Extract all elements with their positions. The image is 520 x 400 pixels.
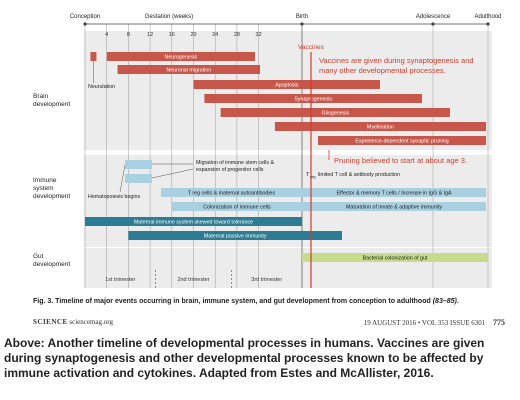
top-axis-dot — [486, 22, 490, 26]
neurulation-label: Neurulation — [88, 84, 115, 90]
week-tick-label: 4 — [105, 32, 108, 38]
hematopoiesis-label: Hematopoiesis begins — [88, 194, 140, 200]
t-reg-label: T — [306, 172, 310, 178]
migration-label: Migration of immune stem cells & — [196, 160, 274, 166]
trimester-label: 3rd trimester — [251, 277, 282, 283]
timeline-bar — [171, 202, 302, 211]
neurulation-bar — [90, 52, 97, 61]
figure-caption-end: . — [456, 298, 459, 305]
section-label-brain: Brain — [33, 93, 49, 100]
vaccines-note: Vaccines are given during synaptogenesis… — [319, 56, 474, 65]
timeline-bar — [160, 188, 302, 197]
top-axis-label: Conception — [70, 14, 100, 20]
footer-left: SCIENCE sciencemag.org — [33, 318, 113, 326]
bar-label: Bacterial colonization of gut — [363, 256, 428, 262]
journal-name: SCIENCE — [33, 318, 68, 326]
bar-label: Synaptogenesis — [294, 97, 332, 103]
page-number: 775 — [493, 318, 505, 327]
timeline-bar — [128, 231, 342, 240]
week-tick-label: 8 — [127, 32, 130, 38]
section-label-gut: Gut — [33, 253, 44, 260]
migration-leader-line — [151, 168, 194, 179]
top-axis-label: Adolescence — [416, 14, 451, 20]
journal-footer: SCIENCE sciencemag.org 19 AUGUST 2016 • … — [33, 318, 505, 330]
bar-label: Neuronal migration — [166, 68, 211, 74]
timeline-bar — [302, 253, 488, 262]
vaccines-note: many other developmental processes. — [319, 66, 446, 75]
timeline-bar — [117, 65, 260, 74]
figure-caption: Fig. 3. Timeline of major events occurri… — [33, 298, 513, 305]
pruning-note: Pruning believed to start at about age 3… — [334, 156, 467, 165]
week-tick-label: 24 — [212, 32, 218, 38]
timeline-bar — [302, 202, 486, 211]
figure: Conception Gestation (weeks) Birth Adolesce… — [33, 14, 513, 330]
issue-info: 19 AUGUST 2016 • VOL 353 ISSUE 6301 — [363, 319, 486, 327]
timeline-bar — [318, 136, 486, 145]
bar-label: Apoptosis — [275, 83, 299, 89]
top-axis-dot — [431, 22, 435, 26]
section-label-brain: development — [33, 101, 70, 108]
bar-label: Myelination — [367, 125, 394, 131]
top-axis-label: Gestation (weeks) — [145, 14, 193, 20]
top-axis-dot — [83, 22, 87, 26]
week-tick-label: 28 — [234, 32, 240, 38]
bar-label: Gliogenesis — [321, 111, 349, 117]
footer-right: 19 AUGUST 2016 • VOL 353 ISSUE 6301 775 — [364, 318, 505, 327]
timeline-bar — [125, 174, 152, 183]
timeline-bar — [106, 52, 255, 61]
migration-label: expansion of progenitor cells — [196, 167, 264, 173]
timeline-bar — [193, 80, 380, 89]
trimester-strip-bg — [84, 270, 492, 288]
section-label-immune: Immune — [33, 177, 57, 184]
top-axis-label: Birth — [296, 14, 308, 20]
timeline-bar — [85, 217, 302, 226]
week-tick-label: 16 — [169, 32, 175, 38]
trimester-label: 1st trimester — [105, 277, 135, 283]
figure-caption-refs: (83–85) — [432, 298, 457, 305]
top-axis-dot — [300, 22, 304, 26]
timeline-bar — [302, 188, 486, 197]
bar-label: Colonization of immune cells — [203, 205, 271, 211]
top-axis-label: Adulthood — [474, 14, 501, 20]
trimester-label: 2nd trimester — [177, 277, 209, 283]
bar-label: Maternal passive immunity — [204, 234, 267, 240]
section-label-immune: system — [33, 185, 54, 192]
vaccines-label: Vaccines — [298, 44, 325, 51]
hematopoiesis-leader-line — [119, 164, 126, 193]
bar-label: Maturation of innate & adaptive immunity — [346, 205, 442, 211]
brain-panel-bg — [84, 31, 492, 150]
bar-label: Maternal immune system skewed toward tol… — [134, 220, 253, 226]
week-tick-label: 12 — [147, 32, 153, 38]
week-tick-label: 20 — [190, 32, 196, 38]
section-label-immune: development — [33, 193, 70, 200]
bar-label: Effector & memory T cells / Increase in … — [336, 191, 452, 197]
timeline-bar — [204, 94, 422, 103]
section-label-gut: development — [33, 261, 70, 268]
bar-label: Experience-dependent synaptic pruning — [355, 139, 448, 145]
t-reg-sub: reg — [310, 175, 316, 179]
post-caption: Above: Another timeline of developmental… — [4, 336, 485, 380]
figure-caption-text: Fig. 3. Timeline of major events occurri… — [33, 298, 431, 305]
timeline-bar — [125, 160, 152, 169]
bar-label: T reg cells & maternal autoantibodies — [188, 191, 276, 197]
timeline-chart: Conception Gestation (weeks) Birth Adolesce… — [33, 14, 502, 288]
journal-site: sciencemag.org — [69, 318, 113, 326]
week-tick-label: 32 — [256, 32, 262, 38]
t-reg-note: limited T cell & antibody production — [318, 172, 400, 178]
timeline-bar — [220, 108, 450, 117]
bar-label: Neurogenesis — [165, 55, 198, 61]
timeline-bar — [274, 122, 486, 131]
